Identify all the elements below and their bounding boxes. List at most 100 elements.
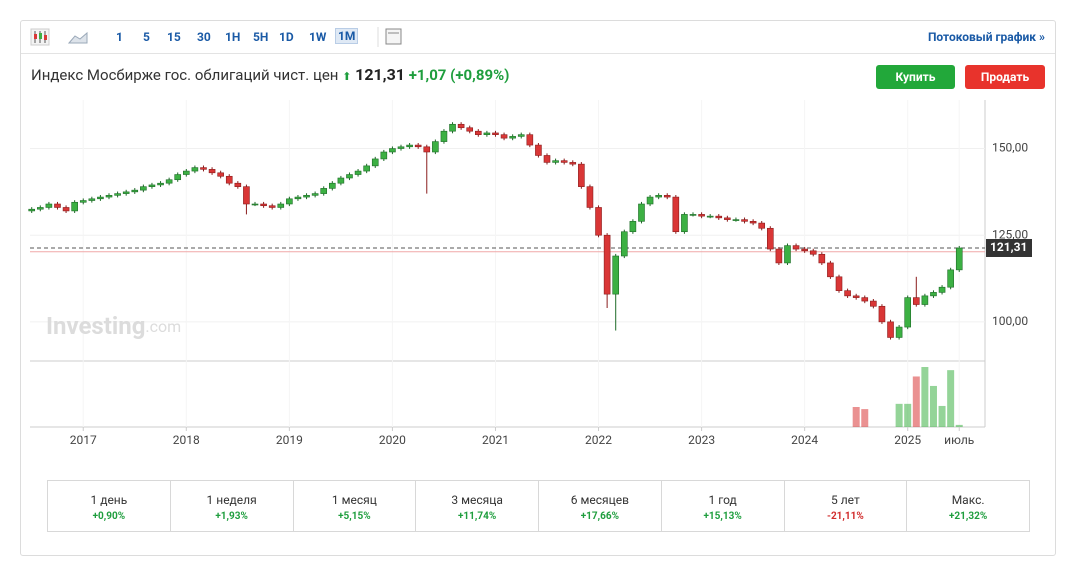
- interval-button[interactable]: 1D: [279, 30, 294, 44]
- candle-body: [88, 198, 96, 201]
- candle-body: [560, 160, 568, 163]
- up-arrow: ⬆: [342, 70, 352, 83]
- candle-body: [500, 134, 508, 139]
- change: +1,07: [408, 66, 447, 84]
- x-tick-label: 2025: [894, 433, 921, 447]
- period-change: +11,74%: [457, 511, 497, 522]
- candle-body: [663, 195, 671, 198]
- candle-body: [371, 158, 379, 167]
- period-label: Макс.: [951, 493, 985, 507]
- candle-body: [165, 179, 173, 184]
- candle-body: [243, 186, 250, 205]
- candle-body: [457, 123, 465, 129]
- last-price-box: [986, 238, 1032, 257]
- candle-body: [191, 167, 199, 172]
- candle-body: [200, 167, 207, 170]
- candle-body: [148, 184, 156, 187]
- candle-body: [955, 247, 963, 271]
- candle-body: [724, 217, 731, 220]
- period-change: +21,32%: [948, 511, 988, 522]
- candle-body: [852, 295, 860, 298]
- candle-body: [930, 292, 937, 297]
- candle-body: [698, 214, 705, 217]
- period-label: 1 день: [90, 493, 128, 507]
- candle-body: [208, 169, 216, 174]
- instrument-header: Индекс Мосбирже гос. облигаций чист. цен…: [31, 65, 509, 84]
- candle-body: [818, 253, 826, 264]
- volume-bar: [947, 370, 955, 427]
- candle-body: [423, 146, 431, 153]
- interval-button[interactable]: 5: [143, 30, 150, 44]
- price: 121,31: [355, 65, 405, 84]
- candle-body: [337, 177, 345, 184]
- candle-body: [526, 134, 534, 146]
- candle-body: [706, 215, 714, 218]
- candle-body: [217, 172, 224, 177]
- performance-cell: 1 месяц +5,15%: [294, 481, 417, 531]
- candle-body: [260, 203, 267, 207]
- interval-button[interactable]: 1H: [225, 30, 241, 44]
- interval-button[interactable]: 1M: [335, 28, 359, 44]
- candle-body: [71, 201, 78, 212]
- widget: 1 5 15 30 1H 5H 1D 1W 1M Потоковый график » Инде…: [20, 20, 1056, 556]
- candle-body: [286, 198, 293, 205]
- sell-button[interactable]: Продать: [965, 65, 1045, 89]
- candle-body: [766, 227, 774, 250]
- candle-body: [801, 248, 808, 252]
- candle-body: [827, 262, 834, 278]
- candle-body: [689, 214, 697, 216]
- candle-body: [578, 163, 585, 187]
- volume-bar: [938, 405, 946, 427]
- period-label: 3 месяца: [451, 493, 503, 507]
- candle-body: [45, 203, 53, 208]
- candle-icon[interactable]: [30, 28, 50, 46]
- candle-body: [569, 162, 577, 165]
- candle-body: [131, 189, 139, 193]
- period-label: 5 лет: [831, 493, 860, 507]
- candle-body: [268, 205, 276, 208]
- candle-body: [646, 196, 654, 205]
- stream-link[interactable]: Потоковый график »: [927, 30, 1045, 44]
- candle-body: [749, 221, 757, 224]
- candle-body: [681, 214, 688, 233]
- candle-body: [346, 174, 353, 179]
- candle-body: [672, 196, 680, 233]
- candle-body: [303, 195, 310, 198]
- area-icon[interactable]: [67, 31, 88, 44]
- last-price-label: 121,31: [990, 240, 1027, 254]
- candle-body: [114, 193, 121, 196]
- watermark: Investing.com: [46, 312, 181, 340]
- period-label: 6 месяцев: [570, 493, 629, 507]
- volume-bar: [861, 409, 869, 427]
- interval-button[interactable]: 30: [197, 30, 211, 44]
- candle-body: [440, 130, 448, 142]
- interval-button[interactable]: 5H: [253, 30, 269, 44]
- y-tick-label: 100,00: [992, 314, 1028, 328]
- y-tick-label: 125,00: [992, 227, 1028, 241]
- candle-body: [311, 193, 319, 196]
- candle-body: [509, 136, 516, 139]
- performance-cell: 3 месяца +11,74%: [416, 481, 539, 531]
- interval-button[interactable]: 1W: [309, 30, 327, 44]
- candle-body: [835, 276, 843, 291]
- performance-cell: Макс. +21,32%: [907, 481, 1029, 531]
- candle-body: [37, 207, 44, 210]
- candle-body: [483, 132, 491, 135]
- candle-body: [329, 182, 336, 189]
- candle-body: [183, 170, 190, 175]
- buy-button[interactable]: Купить: [876, 65, 955, 89]
- performance-cell: 6 месяцев +17,66%: [539, 481, 662, 531]
- x-tick-label: июль: [944, 433, 974, 447]
- candle-body: [380, 151, 388, 160]
- candle-body: [320, 188, 328, 194]
- interval-button[interactable]: 15: [167, 30, 181, 44]
- y-tick-label: 150,00: [992, 141, 1028, 155]
- candle-body: [62, 207, 70, 212]
- performance-cell: 5 лет -21,11%: [785, 481, 908, 531]
- volume-bar: [852, 407, 860, 427]
- x-tick-label: 2022: [585, 433, 612, 447]
- interval-button[interactable]: 1: [116, 30, 123, 44]
- candle-body: [105, 195, 113, 198]
- calendar-icon[interactable]: [376, 21, 406, 53]
